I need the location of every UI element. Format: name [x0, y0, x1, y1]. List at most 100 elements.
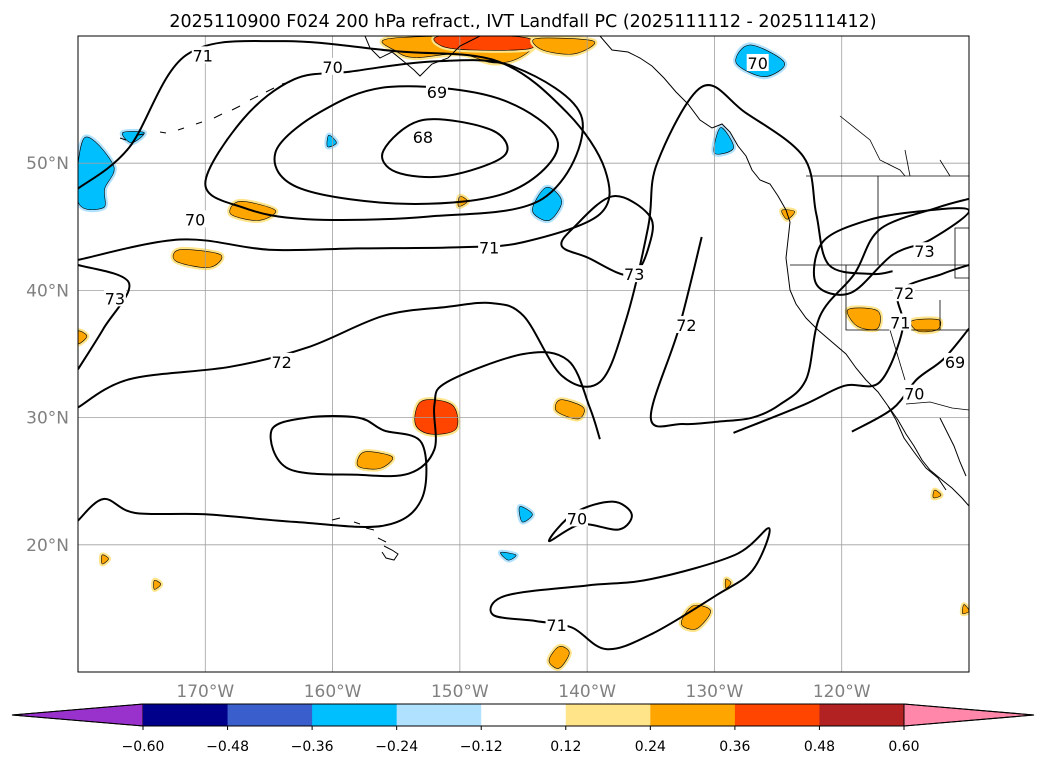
contour-label-bg	[411, 127, 434, 145]
colorbar-under-extension	[11, 703, 144, 727]
map-frame	[77, 35, 970, 673]
anomaly-fill	[713, 127, 734, 155]
anomaly-fill	[555, 399, 585, 420]
contour-label-bg	[746, 53, 769, 71]
colorbar-tick-label: 0.12	[550, 739, 581, 755]
colorbar-tick-label: −0.24	[375, 739, 418, 755]
lat-tick-label: 20°N	[26, 536, 69, 556]
contour-label: 70	[567, 509, 587, 528]
anomaly-fill	[500, 551, 517, 561]
canadian-province-lines	[839, 115, 951, 177]
colorbar-segment	[396, 704, 482, 726]
lat-tick-label: 50°N	[26, 154, 69, 174]
north-america-west-coast	[785, 221, 969, 507]
coastlines	[119, 36, 969, 561]
contour-line-72	[649, 197, 969, 428]
anomaly-fill	[518, 506, 533, 523]
colorbar-segment	[143, 704, 229, 726]
contour-label: 72	[894, 284, 914, 303]
contour-label-bg	[903, 384, 926, 402]
colorbar-tick-label: 0.36	[719, 739, 750, 755]
contour-label-bg	[893, 284, 916, 302]
aleutian-islands	[119, 81, 291, 141]
anomaly-fill	[78, 330, 88, 345]
contour-label-bg	[565, 509, 588, 527]
contour-label: 71	[546, 616, 566, 635]
colorbar-tick-label: −0.12	[460, 739, 503, 755]
baja-california	[887, 405, 967, 491]
contour-line-71	[78, 40, 611, 261]
colorbar-over-extension	[903, 703, 1035, 727]
contour-label-bg	[478, 238, 501, 256]
colorbar-segment	[481, 704, 567, 726]
colorbar-tick-label: 0.48	[804, 739, 835, 755]
us-state-lines	[790, 176, 969, 381]
contour-label-bg	[184, 210, 207, 228]
contour-label-bg	[675, 316, 698, 334]
contour-label: 71	[479, 238, 499, 257]
contour-label-bg	[545, 616, 568, 634]
colorbar-segment	[819, 704, 905, 726]
contour-label-bg	[191, 46, 214, 64]
colorbar-tick-label: −0.36	[291, 739, 334, 755]
colorbar-segment	[650, 704, 736, 726]
anomaly-fill	[356, 451, 394, 470]
anomaly-fill	[172, 249, 223, 268]
contour-label: 70	[185, 210, 205, 229]
contour-label: 71	[193, 46, 213, 65]
anomaly-fill	[433, 36, 536, 51]
contour-label: 73	[624, 265, 644, 284]
anomaly-fill	[414, 399, 459, 435]
colorbar-segment	[734, 704, 820, 726]
mexico-us-border	[905, 401, 969, 411]
contour-label: 70	[322, 58, 342, 77]
contour-label: 70	[904, 385, 924, 404]
lon-tick-label: 160°W	[304, 682, 362, 702]
hawaii-islands	[331, 517, 399, 561]
anomaly-fill	[680, 604, 711, 630]
lon-tick-label: 120°W	[813, 682, 871, 702]
lon-tick-label: 150°W	[431, 682, 489, 702]
political-borders	[790, 115, 969, 411]
contour-line-68	[381, 118, 509, 179]
contour-label: 72	[271, 353, 291, 372]
contour-label: 71	[890, 313, 910, 332]
contour-label: 73	[914, 242, 934, 261]
contour-line-72	[78, 84, 893, 409]
contour-label: 73	[105, 289, 125, 308]
colorbar-tick-label: −0.60	[122, 739, 165, 755]
latitude-ticks: 20°N 30°N 40°N 50°N	[26, 154, 69, 556]
anomaly-fill	[153, 579, 162, 590]
lat-tick-label: 40°N	[26, 281, 69, 301]
contour-line-73	[812, 207, 969, 296]
lat-tick-label: 30°N	[26, 409, 69, 429]
colorbar: −0.60 −0.48 −0.36 −0.24 −0.12 0.12 0.24 0.36 0.4…	[11, 703, 1035, 755]
colorbar-segment	[312, 704, 398, 726]
contour-line-69	[273, 85, 559, 205]
chart-title: 2025110900 F024 200 hPa refract., IVT La…	[169, 12, 876, 32]
anomaly-fill	[548, 646, 570, 669]
contour-line-71	[489, 527, 771, 651]
colorbar-tick-label: −0.48	[206, 739, 249, 755]
contour-label-bg	[270, 352, 293, 370]
lon-tick-label: 170°W	[176, 682, 234, 702]
contour-label: 69	[945, 353, 965, 372]
contour-label: 68	[413, 128, 433, 147]
anomaly-fill	[724, 578, 732, 589]
contour-label-bg	[103, 289, 126, 307]
contour-label-bg	[425, 83, 448, 101]
anomaly-fill	[532, 37, 596, 55]
colorbar-tick-label: 0.60	[888, 739, 919, 755]
colorbar-segment	[227, 704, 313, 726]
contour-line-70	[851, 327, 969, 433]
contour-line-71	[78, 351, 601, 528]
contour-label: 69	[427, 83, 447, 102]
contour-label-bg	[913, 242, 936, 260]
longitude-ticks: 170°W 160°W 150°W 140°W 130°W 120°W	[176, 682, 870, 702]
anomaly-fill	[962, 604, 969, 615]
gridlines	[78, 36, 969, 672]
contour-label-bg	[623, 265, 646, 283]
contour-labels: 71 70 69 68 70 71 73 72 73 72 70 71 73 72 71 70 69 70	[103, 46, 966, 635]
lon-tick-label: 140°W	[558, 682, 616, 702]
